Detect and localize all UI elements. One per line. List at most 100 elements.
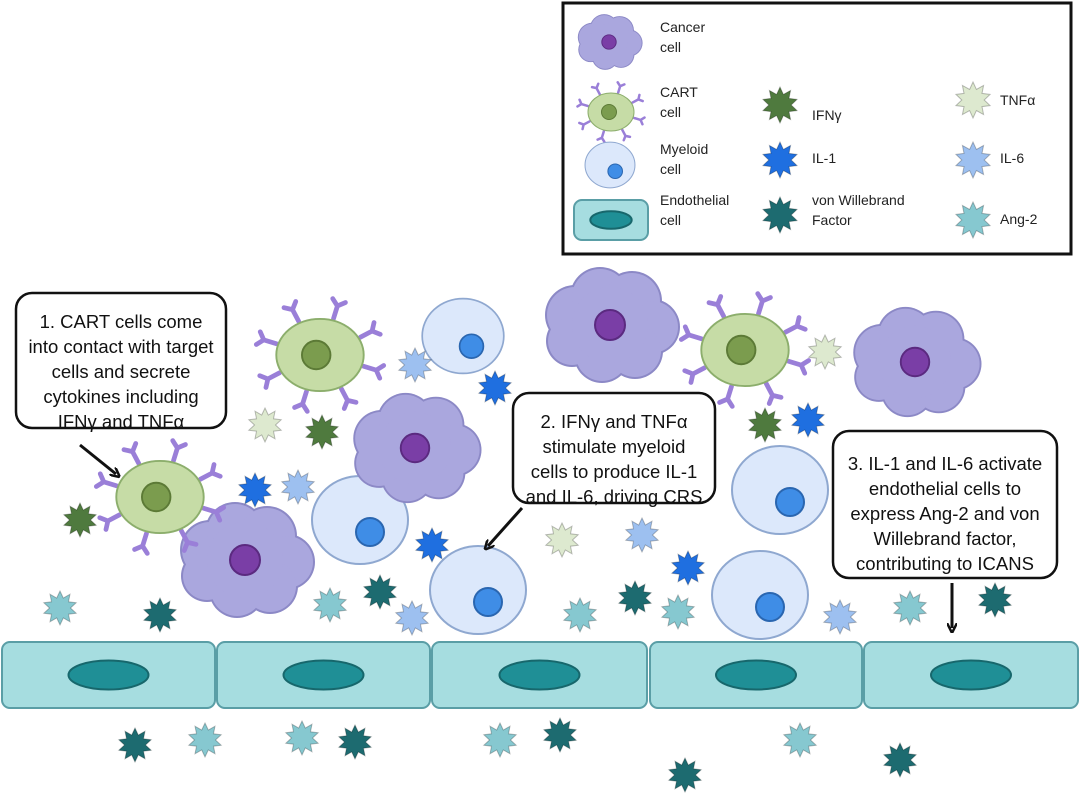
legend-label: Endothelial: [660, 192, 729, 208]
receptor: [578, 120, 592, 131]
cytokine: [544, 521, 580, 559]
receptor: [596, 129, 606, 143]
legend-label: von Willebrand: [812, 192, 905, 208]
legend-label: Myeloid: [660, 141, 708, 157]
receptor: [630, 93, 644, 104]
myeloid-cell: [429, 545, 527, 635]
cytokine: [660, 593, 696, 631]
nucleus: [930, 659, 1012, 691]
receptor: [292, 388, 310, 414]
cytokine: [807, 333, 843, 371]
cell-body: [429, 545, 527, 635]
nucleus: [355, 517, 385, 547]
cytokine: [482, 721, 518, 759]
cell-body: [421, 297, 505, 375]
myeloid-cell: [584, 141, 636, 189]
nucleus: [715, 659, 797, 691]
cytokine: [790, 401, 826, 439]
nucleus: [725, 334, 757, 366]
cytokine: [62, 501, 98, 539]
cytokine: [761, 195, 799, 235]
cytokine: [117, 726, 153, 764]
cytokine: [954, 200, 992, 240]
nucleus: [589, 210, 633, 230]
receptor: [201, 505, 227, 523]
receptor: [197, 462, 223, 482]
receptor: [717, 383, 735, 409]
receptor: [97, 512, 123, 532]
nucleus: [229, 544, 261, 576]
nucleus: [775, 487, 805, 517]
callout-text: 2. IFNγ and TNFα: [540, 411, 687, 432]
cytokine: [312, 586, 348, 624]
nucleus: [755, 592, 785, 622]
receptor: [357, 320, 383, 340]
callout-box: [831, 429, 1059, 580]
legend-label: cell: [660, 39, 681, 55]
cytokine: [954, 80, 992, 120]
nucleus: [458, 333, 485, 359]
nucleus: [399, 432, 431, 464]
receptor: [132, 530, 150, 556]
cart-cell: [253, 296, 387, 414]
cytokine: [397, 346, 433, 384]
legend-label: TNFα: [1000, 92, 1035, 108]
cytokine: [542, 716, 578, 754]
nucleus: [282, 659, 365, 691]
cell-body: [731, 445, 829, 535]
receptor: [361, 363, 387, 381]
receptor: [257, 370, 283, 390]
receptor: [763, 381, 784, 406]
receptor: [786, 358, 812, 376]
legend-label: cell: [660, 161, 681, 177]
legend-label: Cancer: [660, 19, 705, 35]
callout-text: Willebrand factor,: [874, 528, 1017, 549]
receptor: [682, 365, 708, 385]
cytokine: [562, 596, 598, 634]
legend-label: IL-6: [1000, 150, 1024, 166]
legend-label: cell: [660, 212, 681, 228]
cell-body: [584, 141, 636, 189]
callout-text: 3. IL-1 and IL-6 activate: [848, 453, 1042, 474]
myeloid-cell: [421, 297, 505, 375]
cytokine: [280, 468, 316, 506]
cytokine: [624, 516, 660, 554]
nucleus: [67, 659, 150, 691]
receptor: [755, 291, 773, 317]
nucleus: [473, 587, 503, 617]
callout-text: cells and secrete: [52, 361, 191, 382]
cytokine: [237, 471, 273, 509]
cytokine: [617, 579, 653, 617]
nucleus: [601, 34, 617, 50]
myeloid-cell: [731, 445, 829, 535]
callout-box: [14, 291, 228, 430]
legend-label: IL-1: [812, 150, 836, 166]
nucleus: [607, 163, 623, 180]
cytokine: [337, 723, 373, 761]
cancer-cell: [545, 267, 680, 383]
cytokine: [304, 413, 340, 451]
cytokine: [187, 721, 223, 759]
callout-text: endothelial cells to: [869, 478, 1021, 499]
cytokine: [761, 140, 799, 180]
legend-label: Ang-2: [1000, 211, 1038, 227]
receptor: [678, 324, 704, 342]
cytokine: [394, 599, 430, 637]
cancer-cell: [577, 14, 643, 70]
cytokine: [747, 406, 783, 444]
callout-text: cytokines including: [43, 386, 198, 407]
receptor: [338, 386, 359, 411]
receptor: [178, 528, 199, 553]
callout-text: cells to produce IL-1: [531, 461, 698, 482]
receptor: [93, 471, 119, 489]
callout-text: express Ang-2 and von: [850, 503, 1039, 524]
myeloid-cell: [711, 550, 809, 640]
receptor: [632, 116, 646, 126]
cart-cell: [678, 291, 812, 409]
callout-box: [511, 391, 717, 505]
cytokine: [284, 719, 320, 757]
receptor: [170, 438, 188, 464]
cancer-cell: [853, 306, 982, 418]
